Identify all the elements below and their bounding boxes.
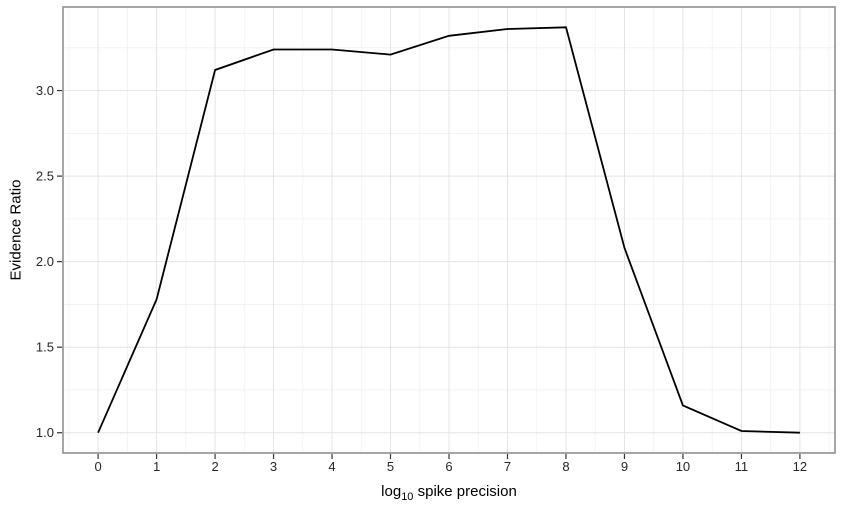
x-tick-label: 6 (445, 459, 452, 474)
x-tick-label: 0 (94, 459, 101, 474)
data-line-evidence-ratio (97, 26, 800, 434)
x-tick-label: 12 (793, 459, 807, 474)
y-axis-title-text: Evidence Ratio (7, 179, 25, 281)
x-axis-title-prefix: log (381, 483, 402, 500)
x-tick-label: 5 (387, 459, 394, 474)
y-axis-title: Evidence Ratio (7, 179, 25, 281)
x-axis-title-suffix: spike precision (413, 483, 517, 500)
panel-border (62, 6, 836, 454)
x-tick-label: 4 (328, 459, 335, 474)
x-tick-label: 7 (504, 459, 511, 474)
y-tick-label: 1.0 (36, 425, 54, 440)
y-tick-label: 2.0 (36, 254, 54, 269)
x-tick-label: 11 (735, 459, 749, 474)
x-tick-label: 3 (270, 459, 277, 474)
x-tick-label: 8 (562, 459, 569, 474)
y-tick-label: 2.5 (36, 169, 54, 184)
x-tick-label: 10 (676, 459, 690, 474)
x-axis-title-subscript: 10 (401, 491, 414, 503)
y-tick-label: 3.0 (36, 83, 54, 98)
x-tick-label: 2 (211, 459, 218, 474)
y-tick-label: 1.5 (36, 340, 54, 355)
x-tick-label: 9 (621, 459, 628, 474)
x-tick-label: 1 (153, 459, 160, 474)
x-axis-title: log10 spike precision (63, 483, 835, 503)
